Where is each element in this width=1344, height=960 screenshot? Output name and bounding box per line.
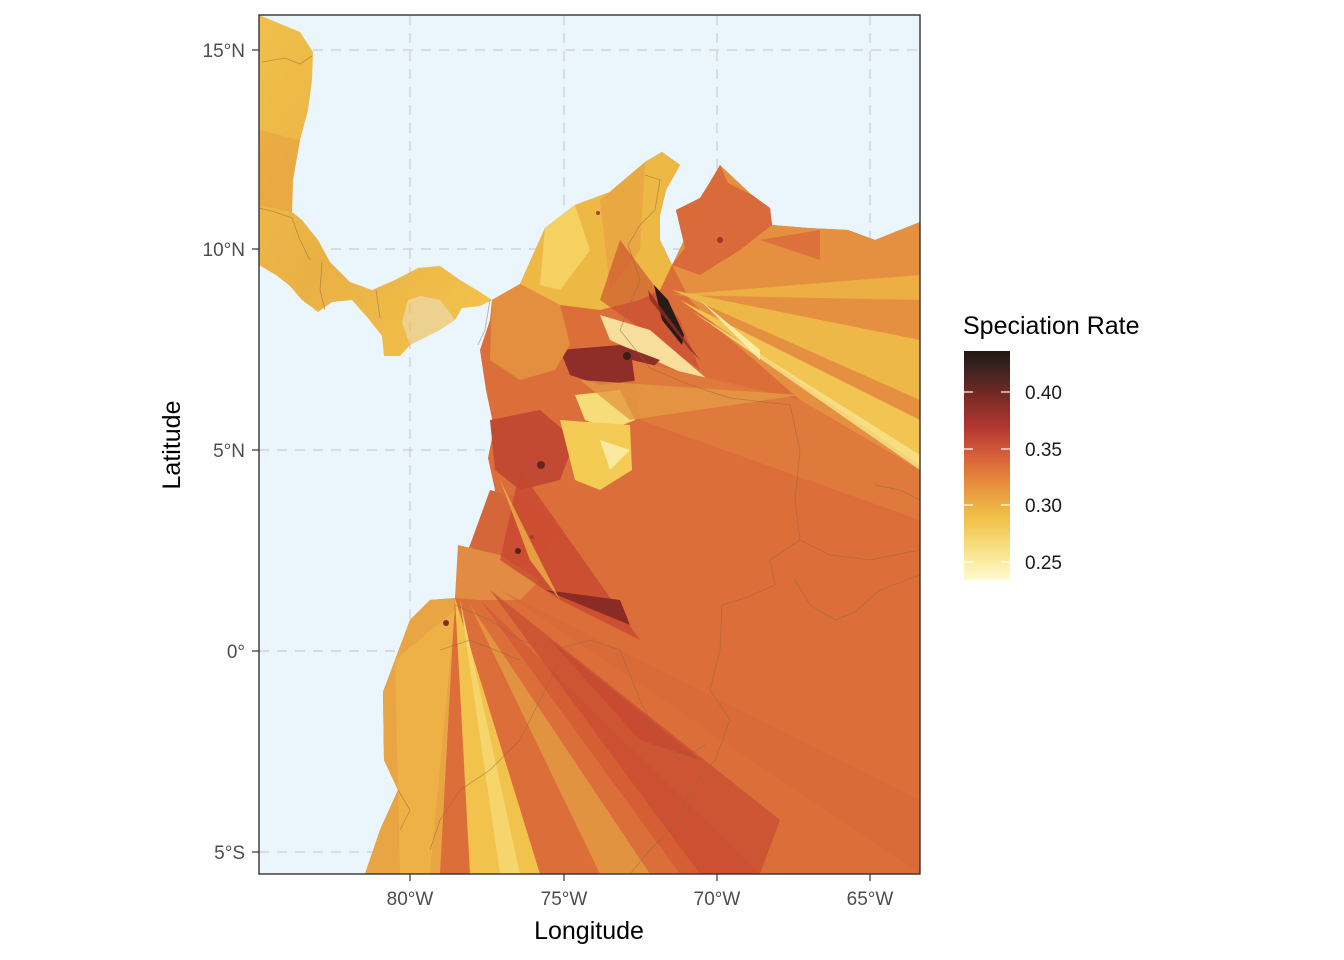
y-axis-tick-labels: 15°N 10°N 5°N 0° 5°S: [203, 41, 245, 864]
legend-tick-label: 0.40: [1025, 383, 1062, 404]
x-tick-label: 70°W: [694, 889, 741, 910]
x-axis-title: Longitude: [534, 917, 644, 945]
legend-tick-label: 0.30: [1025, 496, 1062, 517]
axis-tick-marks: [252, 49, 871, 881]
legend-title: Speciation Rate: [963, 312, 1140, 340]
y-tick-label: 10°N: [203, 240, 245, 261]
map-panel: [258, 14, 921, 875]
x-tick-label: 75°W: [541, 889, 588, 910]
x-tick-label: 65°W: [847, 889, 894, 910]
x-axis-tick-labels: 80°W 75°W 70°W 65°W: [387, 889, 894, 910]
legend-colorbar: [964, 351, 1010, 580]
panel-border: [258, 14, 921, 875]
legend-tick-label: 0.25: [1025, 553, 1062, 574]
x-tick-label: 80°W: [387, 889, 434, 910]
legend-tick-label: 0.35: [1025, 440, 1062, 461]
y-tick-label: 0°: [227, 642, 245, 663]
land-raster: [259, 15, 920, 874]
central-america-land: [259, 15, 492, 356]
country-borders: [259, 55, 920, 874]
y-tick-label: 5°S: [214, 843, 245, 864]
y-axis-title: Latitude: [158, 401, 186, 490]
y-tick-label: 5°N: [213, 441, 245, 462]
legend: Speciation Rate 0.40 0.35 0.30 0.25: [963, 312, 1140, 580]
y-tick-label: 15°N: [203, 41, 245, 62]
legend-tick-marks: [964, 391, 1010, 563]
